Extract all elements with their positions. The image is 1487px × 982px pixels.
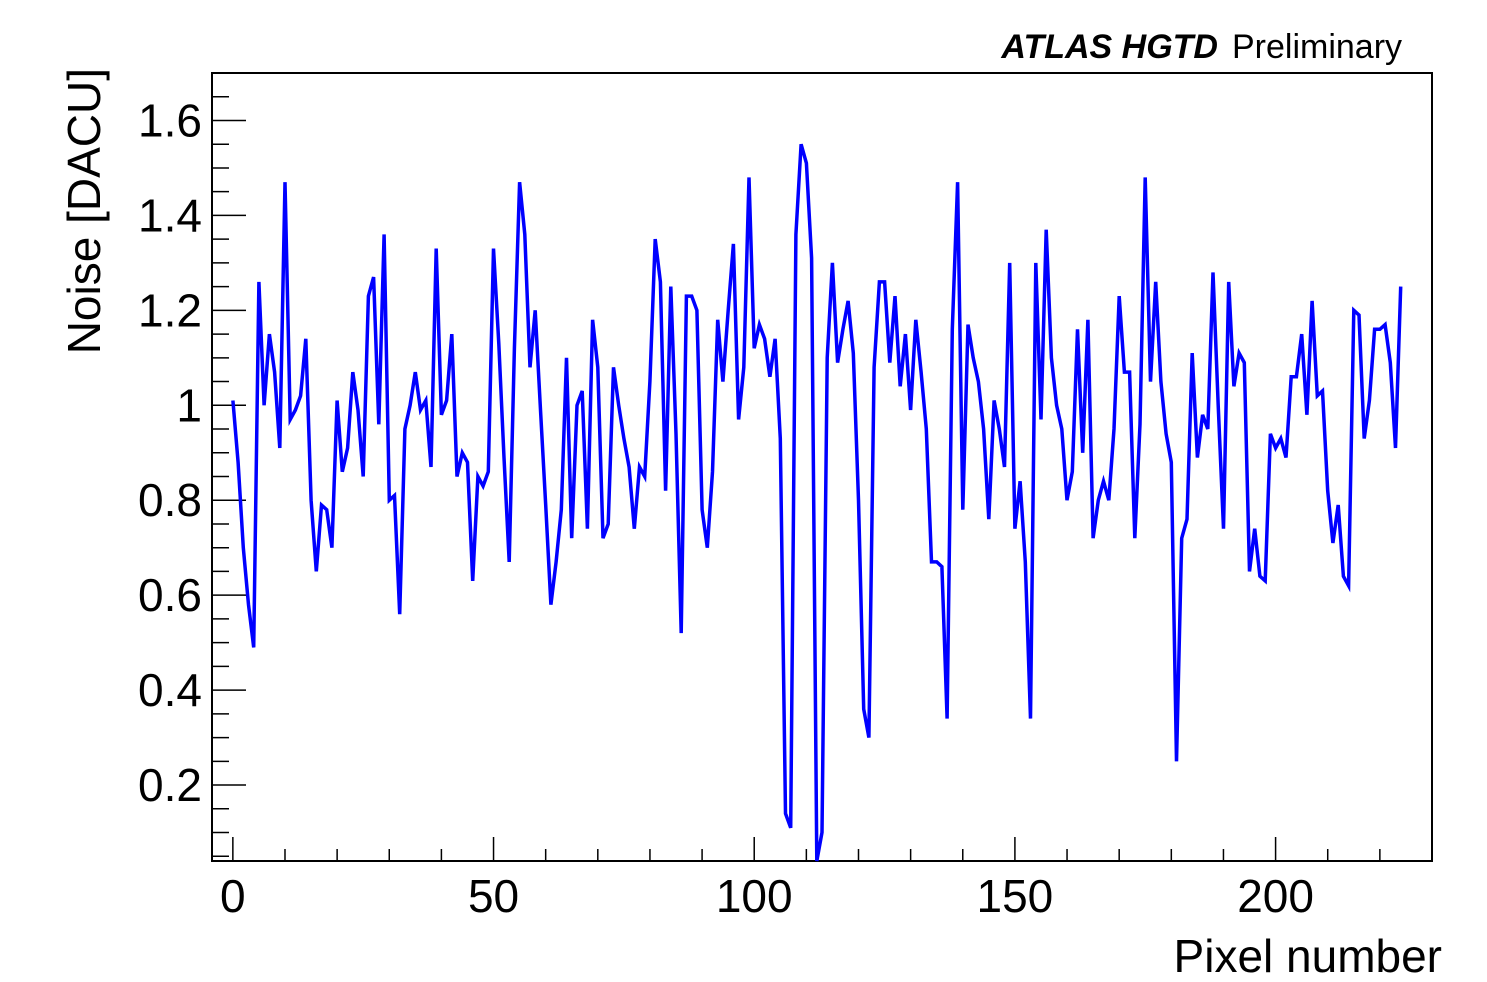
y-tick-label: 1.6 bbox=[138, 94, 202, 146]
x-tick-label: 50 bbox=[468, 870, 519, 922]
y-tick-label: 0.4 bbox=[138, 664, 202, 716]
plot-area bbox=[231, 143, 1403, 862]
plot-frame bbox=[211, 72, 1433, 862]
y-tick-label: 0.6 bbox=[138, 569, 202, 621]
y-axis-ticks: 0.2 0.4 0.6 0.8 1 1.2 1.4 1.6 bbox=[138, 72, 246, 858]
y-tick-label: 0.2 bbox=[138, 759, 202, 811]
x-tick-label: 200 bbox=[1237, 870, 1314, 922]
x-tick-label: 150 bbox=[977, 870, 1054, 922]
y-tick-label: 1.2 bbox=[138, 284, 202, 336]
header-status: Preliminary bbox=[1232, 28, 1402, 66]
noise-series-line bbox=[231, 143, 1403, 862]
y-tick-label: 1.4 bbox=[138, 189, 202, 241]
x-tick-label: 100 bbox=[716, 870, 793, 922]
y-tick-label: 0.8 bbox=[138, 474, 202, 526]
header-experiment: ATLAS HGTD bbox=[1000, 28, 1218, 66]
y-tick-label: 1 bbox=[176, 379, 202, 431]
x-axis-title: Pixel number bbox=[1174, 930, 1442, 982]
y-axis-title: Noise [DACU] bbox=[58, 68, 110, 354]
x-tick-label: 0 bbox=[220, 870, 246, 922]
x-axis-ticks: 0 50 100 150 200 bbox=[220, 837, 1433, 922]
